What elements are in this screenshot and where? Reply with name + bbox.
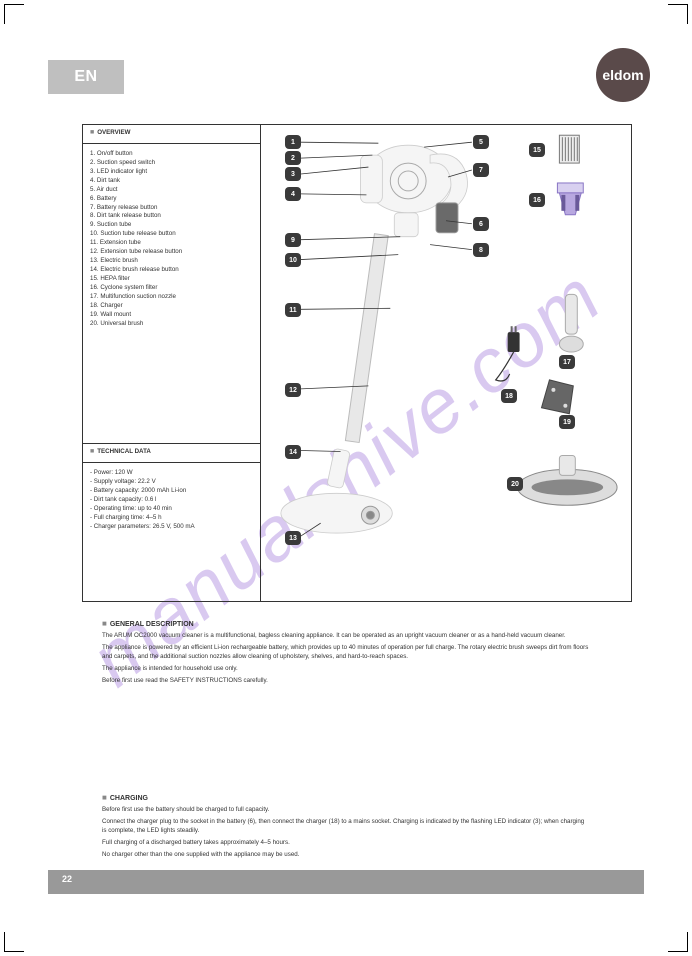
tech-item: - Operating time: up to 40 min [90, 505, 253, 514]
overview-item: 7. Battery release button [90, 204, 253, 213]
callout-badge: 8 [473, 243, 489, 257]
general-body: The ARUM OC2000 vacuum cleaner is a mult… [102, 632, 590, 686]
overview-title: OVERVIEW [97, 129, 130, 136]
callout-badge: 2 [285, 151, 301, 165]
callout-badge: 16 [529, 193, 545, 207]
tech-item: - Dirt tank capacity: 0.6 l [90, 496, 253, 505]
overview-header: ■OVERVIEW [83, 125, 260, 144]
tech-item: - Full charging time: 4–5 h [90, 514, 253, 523]
crop-mark [4, 932, 24, 952]
language-tab: EN [48, 60, 124, 94]
overview-item: 1. On/off button [90, 150, 253, 159]
callout-badge: 18 [501, 389, 517, 403]
crop-mark [4, 4, 24, 24]
overview-item: 3. LED indicator light [90, 168, 253, 177]
overview-item: 4. Dirt tank [90, 177, 253, 186]
wall-mount-icon [541, 380, 573, 414]
brand-logo: eldom [596, 48, 650, 102]
page: manualshive.com EN eldom ■OVERVIEW 1. On… [0, 0, 692, 956]
paragraph: The appliance is powered by an efficient… [102, 644, 590, 662]
universal-brush-icon [518, 456, 617, 506]
callout-badge: 1 [285, 135, 301, 149]
paragraph: Before first use read the SAFETY INSTRUC… [102, 677, 590, 686]
paragraph: Before first use the battery should be c… [102, 806, 590, 815]
callout-badge: 6 [473, 217, 489, 231]
callout-badge: 5 [473, 135, 489, 149]
callout-badge: 10 [285, 253, 301, 267]
overview-list: 1. On/off button2. Suction speed switch3… [83, 144, 260, 338]
tech-item: - Battery capacity: 2000 mAh Li-ion [90, 487, 253, 496]
general-title: GENERAL DESCRIPTION [110, 621, 194, 628]
crop-mark [668, 932, 688, 952]
callout-badge: 20 [507, 477, 523, 491]
product-diagram: 1234910111214135768151617181920 [261, 125, 631, 601]
overview-item: 5. Air duct [90, 186, 253, 195]
overview-item: 16. Cyclone system filter [90, 284, 253, 293]
multifunction-nozzle-icon [559, 294, 583, 352]
page-footer: 22 [48, 870, 644, 894]
callout-badge: 11 [285, 303, 301, 317]
tech-list: - Power: 120 W- Supply voltage: 22.2 V- … [83, 463, 260, 540]
callout-badge: 3 [285, 167, 301, 181]
overview-item: 12. Extension tube release button [90, 248, 253, 257]
overview-item: 18. Charger [90, 302, 253, 311]
overview-item: 6. Battery [90, 195, 253, 204]
overview-item: 17. Multifunction suction nozzle [90, 293, 253, 302]
callout-badge: 15 [529, 143, 545, 157]
tech-title: TECHNICAL DATA [97, 448, 151, 455]
cyclone-filter-icon [557, 183, 583, 215]
hepa-filter-icon [559, 135, 579, 163]
overview-item: 14. Electric brush release button [90, 266, 253, 275]
paragraph: The ARUM OC2000 vacuum cleaner is a mult… [102, 632, 590, 641]
overview-item: 19. Wall mount [90, 311, 253, 320]
charging-title: CHARGING [110, 795, 148, 802]
overview-item: 2. Suction speed switch [90, 159, 253, 168]
callout-badge: 7 [473, 163, 489, 177]
tech-item: - Power: 120 W [90, 469, 253, 478]
charging-body: Before first use the battery should be c… [102, 806, 590, 860]
callout-badge: 12 [285, 383, 301, 397]
paragraph: The appliance is intended for household … [102, 665, 590, 674]
callout-badge: 19 [559, 415, 575, 429]
overview-item: 8. Dirt tank release button [90, 212, 253, 221]
callout-badge: 17 [559, 355, 575, 369]
overview-item: 11. Extension tube [90, 239, 253, 248]
overview-item: 20. Universal brush [90, 320, 253, 329]
tech-item: - Charger parameters: 26.5 V, 500 mA [90, 523, 253, 532]
callout-badge: 13 [285, 531, 301, 545]
diagram-svg [261, 125, 631, 601]
charging-section: ■CHARGING Before first use the battery s… [102, 792, 590, 863]
spec-box: ■OVERVIEW 1. On/off button2. Suction spe… [82, 124, 632, 602]
spec-left-column: ■OVERVIEW 1. On/off button2. Suction spe… [83, 125, 261, 601]
paragraph: Full charging of a discharged battery ta… [102, 839, 590, 848]
overview-item: 9. Suction tube [90, 221, 253, 230]
paragraph: Connect the charger plug to the socket i… [102, 818, 590, 836]
tech-header: ■TECHNICAL DATA [83, 443, 260, 463]
charger-icon [496, 326, 520, 381]
general-section: ■GENERAL DESCRIPTION The ARUM OC2000 vac… [102, 618, 590, 689]
overview-item: 10. Suction tube release button [90, 230, 253, 239]
paragraph: No charger other than the one supplied w… [102, 851, 590, 860]
tech-item: - Supply voltage: 22.2 V [90, 478, 253, 487]
callout-badge: 4 [285, 187, 301, 201]
callout-badge: 14 [285, 445, 301, 459]
overview-item: 13. Electric brush [90, 257, 253, 266]
callout-badge: 9 [285, 233, 301, 247]
crop-mark [668, 4, 688, 24]
page-inner: EN eldom ■OVERVIEW 1. On/off button2. Su… [48, 34, 644, 922]
overview-item: 15. HEPA filter [90, 275, 253, 284]
page-number: 22 [62, 874, 72, 884]
